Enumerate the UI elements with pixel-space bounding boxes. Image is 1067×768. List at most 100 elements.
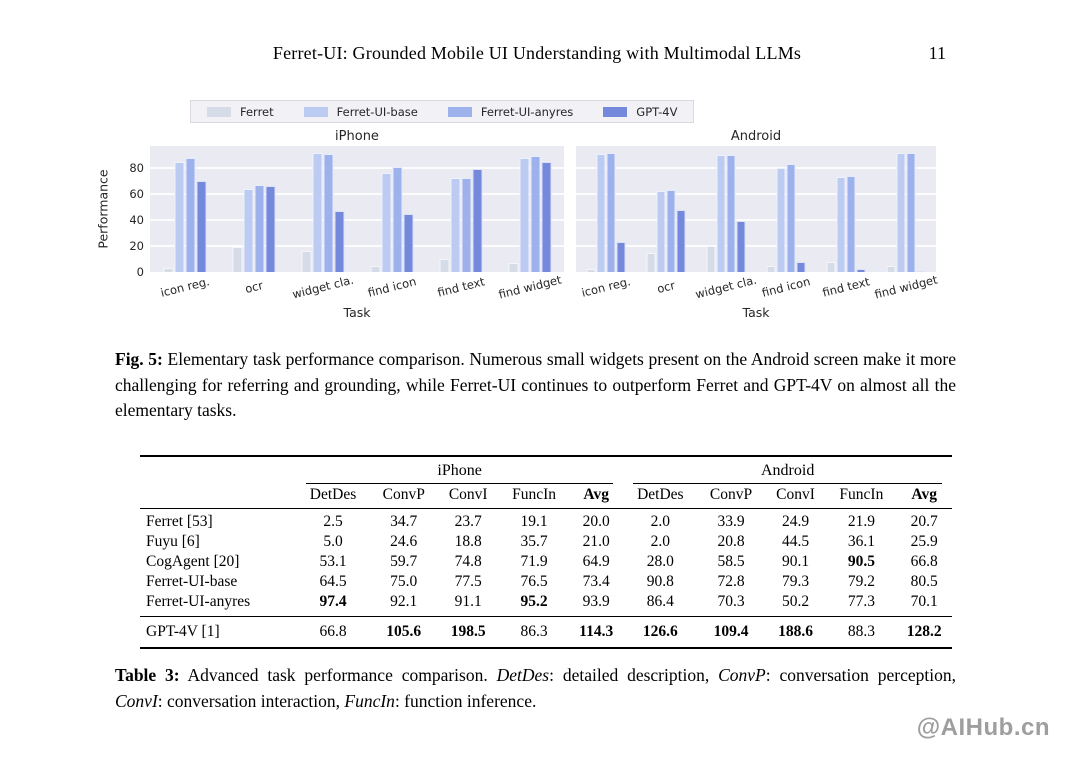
bar-gpt-4v [541,161,551,272]
value-cell: 2.0 [650,533,671,550]
value-cell: 188.6 [764,616,827,649]
bar-ferret-ui-anyres [846,175,856,272]
value-cell: 21.0 [582,533,610,550]
caption-text: : function inference. [394,690,537,711]
grid-line [150,219,564,222]
value-cell: 36.1 [847,533,875,550]
bar-group [232,184,275,272]
grid-line [576,219,936,222]
caption-text: : conversation interaction, [157,690,345,711]
bar-ferret-ui-anyres [726,155,736,272]
model-name-cell: Ferret-UI-base [146,573,238,590]
value-cell: 34.7 [390,513,418,530]
bar-ferret [301,251,311,272]
y-tick-label: 20 [129,239,144,254]
value-cell: 92.1 [390,593,418,610]
caption-text: Elementary task performance comparison. … [115,349,956,420]
bar-ferret [706,246,716,272]
value-cell: 77.5 [454,573,482,590]
value-cell: 198.5 [437,616,500,649]
value-cell: 74.8 [454,553,482,570]
bar-gpt-4v [334,210,344,272]
value-cell: 64.9 [582,553,610,570]
bar-group [586,152,626,272]
legend-item: Ferret-UI-base [303,104,418,119]
value-cell: 114.3 [569,616,624,649]
grid-line [576,245,936,248]
caption-label: Table 3: [115,665,180,685]
caption-text: Advanced task performance comparison. [179,665,497,685]
bar-ferret [826,261,836,272]
bar-ferret-ui-anyres [461,178,471,272]
results-table: iPhone Android DetDes ConvP ConvI FuncIn Avg De… [140,455,952,649]
legend-label: Ferret-UI-anyres [480,104,574,119]
value-cell: 2.0 [650,513,671,530]
legend-item: Ferret [207,105,274,119]
bar-gpt-4v [856,269,866,272]
bar-gpt-4v [676,209,686,272]
value-cell: 20.7 [910,513,938,530]
bar-group [439,169,482,272]
value-cell: 128.2 [896,616,952,649]
bar-ferret-ui-base [596,153,606,272]
bar-group [826,175,866,272]
bar-group [706,155,746,272]
grid-line [576,167,936,170]
caption-text: ConvI [115,690,158,711]
value-cell: 88.3 [826,616,897,649]
value-cell: 2.5 [323,513,343,530]
bar-gpt-4v [616,242,626,272]
bar-gpt-4v [736,221,746,272]
model-name-cell: GPT-4V [1] [140,616,296,649]
value-cell: 93.9 [582,593,610,610]
table-row: Fuyu [6] 5.0 24.6 18.8 35.7 21.0 2.0 20.8 44.5 36… [140,532,952,552]
bar-ferret-ui-anyres [666,190,676,272]
bar-gpt-4v [796,261,806,272]
bar-gpt-4v [472,169,482,272]
bar-group [886,152,926,272]
value-cell: 20.0 [582,513,610,530]
legend-label: GPT-4V [636,104,678,119]
bar-group [766,164,806,272]
table-row: Ferret-UI-base 64.5 75.0 77.5 76.5 73.4 90.8 72… [140,572,952,592]
table-column-header-row: DetDes ConvP ConvI FuncIn Avg DetDes ConvP Conv… [140,485,952,509]
group-header-label: iPhone [306,462,614,484]
group-header-label: Android [633,462,942,484]
legend-label: Ferret [240,104,274,119]
bar-ferret-ui-base [836,177,846,272]
table-group-header-row: iPhone Android [140,456,952,485]
bar-ferret-ui-base [381,173,391,272]
legend-swatch [447,106,472,117]
bar-ferret [163,268,173,272]
column-header-detdes: DetDes [623,485,698,509]
value-cell: 66.8 [296,616,371,649]
bar-ferret [508,262,518,272]
legend-label: Ferret-UI-base [336,104,418,119]
value-cell: 19.1 [520,513,548,530]
column-header-convi: ConvI [764,485,827,509]
bar-ferret [370,265,380,272]
x-axis-label: Task [343,305,371,320]
grid-line [150,193,564,196]
bar-ferret-ui-anyres [786,164,796,272]
chart-iphone [150,146,564,272]
x-axis-label: Task [742,305,770,320]
value-cell: 23.7 [454,513,482,530]
value-cell: 33.9 [717,513,745,530]
model-name-cell: Ferret-UI-anyres [146,593,251,610]
bar-ferret [886,265,896,272]
chart-title: iPhone [335,129,379,144]
caption-text: ConvP [718,665,766,685]
bar-ferret-ui-base [776,168,786,272]
bar-ferret-ui-anyres [254,184,264,272]
bar-gpt-4v [196,181,206,272]
bar-ferret-ui-base [716,155,726,272]
column-header-avg: Avg [569,485,624,509]
column-header-detdes: DetDes [296,485,371,509]
bar-gpt-4v [916,270,926,272]
bar-ferret [586,269,596,272]
value-cell: 53.1 [319,553,347,570]
value-cell: 71.9 [520,553,548,570]
legend-swatch [207,106,231,117]
bar-ferret [766,265,776,272]
